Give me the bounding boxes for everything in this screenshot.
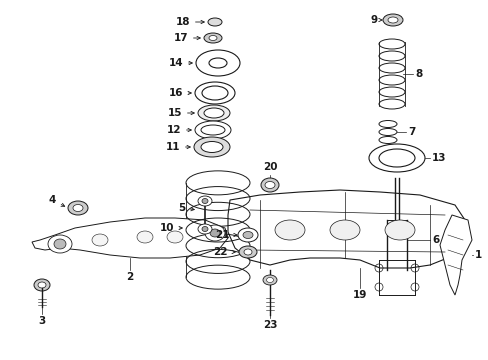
Ellipse shape [196,50,240,76]
Ellipse shape [213,60,223,66]
Ellipse shape [204,225,224,241]
Ellipse shape [387,17,397,23]
Text: 8: 8 [414,69,421,79]
Text: 19: 19 [352,290,366,300]
Ellipse shape [203,33,222,43]
Ellipse shape [378,149,414,167]
Text: 14: 14 [168,58,192,68]
Text: 21: 21 [215,230,237,240]
Ellipse shape [368,144,424,172]
Text: 1: 1 [474,250,481,260]
Text: 7: 7 [407,127,414,137]
Ellipse shape [34,279,50,291]
Polygon shape [32,218,227,258]
Text: 17: 17 [173,33,200,43]
Text: 2: 2 [126,272,133,282]
Text: 12: 12 [166,125,191,135]
Text: 23: 23 [262,320,277,330]
Polygon shape [439,215,471,295]
Text: 9: 9 [370,15,381,25]
Ellipse shape [384,220,414,240]
Ellipse shape [208,58,226,68]
Ellipse shape [54,239,66,249]
Ellipse shape [92,234,108,246]
Text: 5: 5 [177,203,194,213]
Ellipse shape [274,220,305,240]
Ellipse shape [382,14,402,26]
Ellipse shape [264,181,274,189]
Ellipse shape [261,178,279,192]
Ellipse shape [329,220,359,240]
Ellipse shape [388,154,404,162]
Ellipse shape [201,125,224,135]
Text: 20: 20 [262,162,277,172]
Ellipse shape [202,198,207,203]
Ellipse shape [209,229,220,237]
Ellipse shape [68,201,88,215]
Ellipse shape [263,275,276,285]
Text: 6: 6 [431,235,438,245]
Text: 10: 10 [159,223,182,233]
Ellipse shape [202,86,227,100]
Text: 15: 15 [167,108,194,118]
Text: 13: 13 [431,153,446,163]
Ellipse shape [208,36,217,41]
Ellipse shape [198,105,229,121]
Ellipse shape [207,18,222,26]
Text: 3: 3 [38,316,45,326]
Ellipse shape [203,108,224,118]
Text: 4: 4 [48,195,64,206]
Text: 11: 11 [165,142,190,152]
Ellipse shape [137,231,153,243]
Ellipse shape [167,231,183,243]
Ellipse shape [194,137,229,157]
Ellipse shape [239,246,257,258]
Polygon shape [227,190,464,268]
Ellipse shape [38,282,46,288]
Ellipse shape [201,141,223,153]
Ellipse shape [266,278,273,283]
Text: 18: 18 [175,17,204,27]
Ellipse shape [48,235,72,253]
Ellipse shape [73,204,83,212]
Ellipse shape [243,231,252,239]
Text: 22: 22 [213,247,235,257]
Ellipse shape [202,226,207,231]
Ellipse shape [198,224,212,234]
Ellipse shape [195,121,230,139]
Ellipse shape [238,228,258,242]
Text: 16: 16 [168,88,191,98]
Ellipse shape [195,82,235,104]
Ellipse shape [198,196,212,206]
Ellipse shape [244,249,251,255]
